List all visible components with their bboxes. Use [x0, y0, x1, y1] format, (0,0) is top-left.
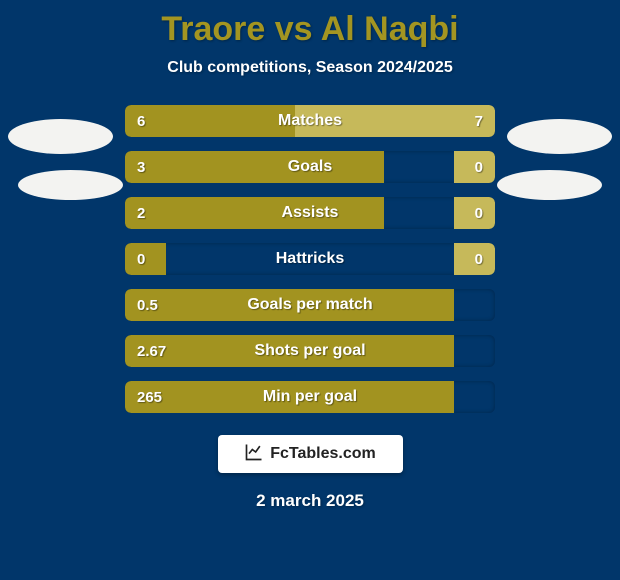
- stat-row: 30Goals: [125, 151, 495, 183]
- player-right-avatar: [507, 119, 612, 154]
- page-title: Traore vs Al Naqbi: [161, 10, 458, 49]
- stat-row: 0.5Goals per match: [125, 289, 495, 321]
- stat-label: Goals: [125, 151, 495, 183]
- stat-label: Goals per match: [125, 289, 495, 321]
- team-left-avatar: [18, 170, 123, 200]
- comparison-card: Traore vs Al Naqbi Club competitions, Se…: [0, 0, 620, 580]
- team-right-avatar: [497, 170, 602, 200]
- stat-row: 67Matches: [125, 105, 495, 137]
- stat-row: 2.67Shots per goal: [125, 335, 495, 367]
- stat-label: Assists: [125, 197, 495, 229]
- stat-label: Matches: [125, 105, 495, 137]
- stat-label: Hattricks: [125, 243, 495, 275]
- stats-bars: 67Matches 30Goals 20Assists 00Hattricks 0.5G…: [125, 105, 495, 413]
- stat-row: 00Hattricks: [125, 243, 495, 275]
- page-subtitle: Club competitions, Season 2024/2025: [167, 59, 452, 77]
- branding-badge: FcTables.com: [218, 435, 403, 473]
- footer-date: 2 march 2025: [256, 491, 364, 511]
- stat-label: Min per goal: [125, 381, 495, 413]
- branding-text: FcTables.com: [270, 445, 376, 463]
- stat-row: 265Min per goal: [125, 381, 495, 413]
- chart-icon: [244, 442, 264, 467]
- stat-label: Shots per goal: [125, 335, 495, 367]
- player-left-avatar: [8, 119, 113, 154]
- stat-row: 20Assists: [125, 197, 495, 229]
